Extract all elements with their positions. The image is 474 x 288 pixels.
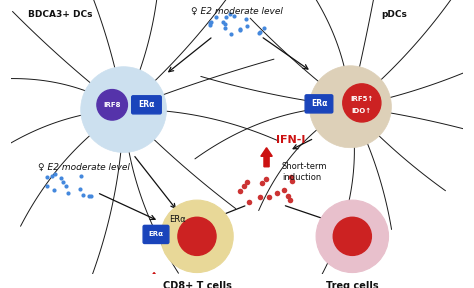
Text: Short-term
induction: Short-term induction [282, 162, 327, 182]
Text: ♀ E2 moderate level: ♀ E2 moderate level [191, 7, 283, 16]
Circle shape [97, 90, 128, 120]
Text: BDCA3+ DCs: BDCA3+ DCs [28, 10, 93, 19]
Circle shape [81, 67, 166, 152]
Circle shape [178, 217, 216, 255]
Circle shape [310, 66, 392, 148]
Text: Treg cells: Treg cells [326, 281, 379, 288]
Text: ERα: ERα [311, 99, 327, 108]
Text: IRF5↑: IRF5↑ [350, 96, 374, 102]
Text: ERα: ERα [148, 232, 164, 237]
Circle shape [343, 84, 381, 122]
Polygon shape [150, 272, 158, 286]
Text: CD8+ T cells: CD8+ T cells [163, 281, 231, 288]
Text: pDCs: pDCs [381, 10, 407, 19]
Circle shape [316, 200, 389, 272]
Text: ♀ E2 moderate level: ♀ E2 moderate level [38, 163, 130, 172]
Text: IFN-I: IFN-I [276, 135, 305, 145]
FancyBboxPatch shape [132, 96, 161, 114]
Text: ERα: ERα [170, 215, 186, 224]
Polygon shape [261, 148, 272, 167]
Text: IDO↑: IDO↑ [352, 107, 372, 113]
FancyBboxPatch shape [305, 95, 333, 113]
Text: IRF8: IRF8 [103, 102, 121, 108]
Text: ERα: ERα [138, 100, 155, 109]
FancyBboxPatch shape [143, 226, 169, 243]
Circle shape [161, 200, 233, 272]
Circle shape [333, 217, 371, 255]
Polygon shape [305, 276, 314, 288]
